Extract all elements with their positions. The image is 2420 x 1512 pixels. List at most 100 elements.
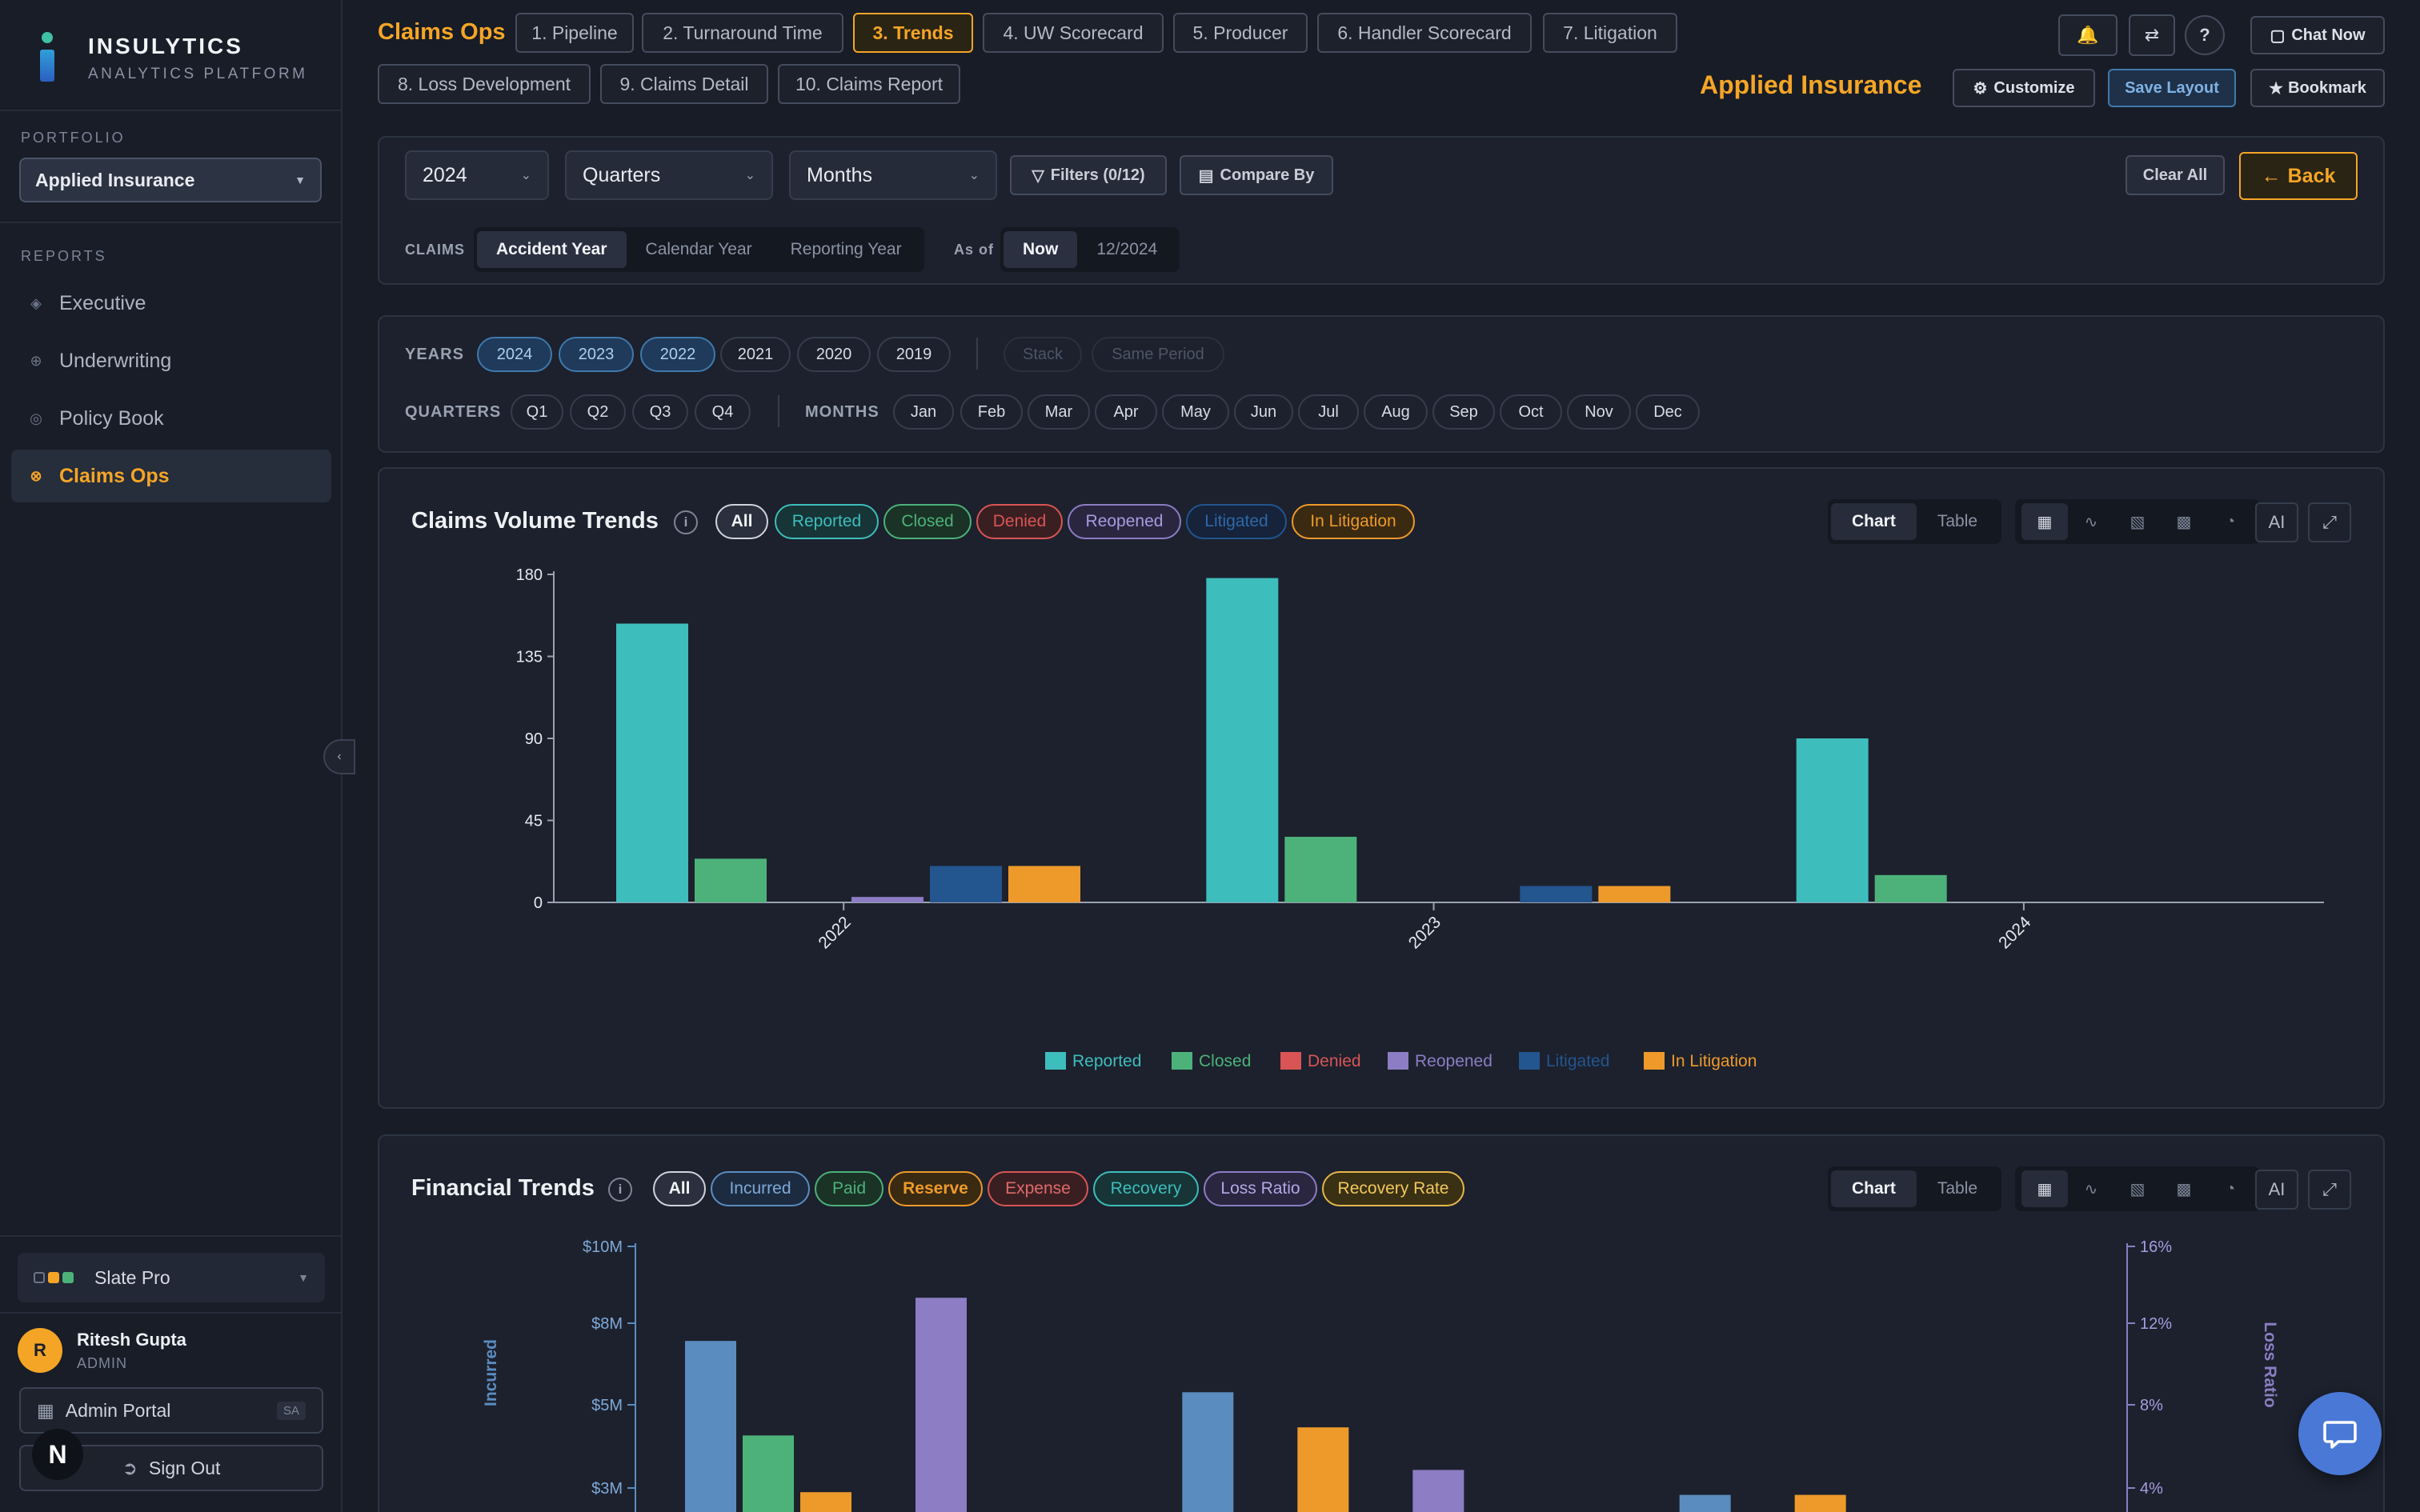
month-chip-feb[interactable]: Feb: [960, 394, 1023, 430]
tab-turnaround-time[interactable]: 2. Turnaround Time: [642, 13, 843, 53]
filter-pill-in-litigation[interactable]: In Litigation: [1292, 504, 1415, 539]
view-chart-button[interactable]: Chart: [1831, 503, 1917, 540]
ai-button[interactable]: AI: [2255, 1170, 2298, 1210]
collapse-sidebar-button[interactable]: ‹: [323, 739, 355, 774]
brand-logo[interactable]: INSULYTICS ANALYTICS PLATFORM: [35, 29, 308, 83]
tab-claims-report[interactable]: 10. Claims Report: [778, 64, 960, 104]
expand-icon[interactable]: ⤢: [2308, 1170, 2351, 1210]
chat-fab-button[interactable]: [2298, 1392, 2382, 1475]
month-chip-nov[interactable]: Nov: [1567, 394, 1631, 430]
quarter-chip-q2[interactable]: Q2: [570, 394, 626, 430]
basis-accident-year[interactable]: Accident Year: [477, 231, 627, 268]
chat-now-button[interactable]: ▢ Chat Now: [2250, 16, 2385, 54]
month-chip-sep[interactable]: Sep: [1432, 394, 1495, 430]
same-period-toggle[interactable]: Same Period: [1092, 337, 1224, 372]
year-chip-2020[interactable]: 2020: [797, 337, 871, 372]
quarter-chip-q4[interactable]: Q4: [695, 394, 751, 430]
tab-trends[interactable]: 3. Trends: [853, 13, 973, 53]
area-chart-icon[interactable]: ▩: [2176, 513, 2192, 531]
filter-pill-reserve[interactable]: Reserve: [888, 1171, 983, 1206]
tab-handler-scorecard[interactable]: 6. Handler Scorecard: [1317, 13, 1532, 53]
swap-icon[interactable]: ⇄: [2129, 14, 2175, 56]
filter-pill-denied[interactable]: Denied: [976, 504, 1063, 539]
sidebar-item-claims-ops[interactable]: ⊗ Claims Ops: [11, 450, 331, 502]
view-chart-button[interactable]: Chart: [1831, 1170, 1917, 1207]
tab-uw-scorecard[interactable]: 4. UW Scorecard: [983, 13, 1164, 53]
year-chip-2019[interactable]: 2019: [877, 337, 951, 372]
stack-toggle[interactable]: Stack: [1004, 337, 1082, 372]
tab-producer[interactable]: 5. Producer: [1173, 13, 1308, 53]
sidebar-item-executive[interactable]: ◈ Executive: [11, 277, 331, 330]
tab-litigation[interactable]: 7. Litigation: [1543, 13, 1677, 53]
month-chip-jun[interactable]: Jun: [1234, 394, 1293, 430]
view-table-button[interactable]: Table: [1937, 1179, 1978, 1198]
month-chip-mar[interactable]: Mar: [1028, 394, 1090, 430]
tab-claims-detail[interactable]: 9. Claims Detail: [600, 64, 768, 104]
month-chip-apr[interactable]: Apr: [1095, 394, 1157, 430]
filter-pill-closed[interactable]: Closed: [883, 504, 972, 539]
bar-chart-icon[interactable]: ▦: [2021, 1170, 2068, 1207]
filters-button[interactable]: ▽ Filters (0/12): [1010, 155, 1167, 195]
filter-pill-recovery[interactable]: Recovery: [1093, 1171, 1199, 1206]
granularity-dropdown[interactable]: Months ⌄: [789, 150, 997, 200]
year-dropdown[interactable]: 2024 ⌄: [405, 150, 549, 200]
info-icon[interactable]: i: [674, 510, 698, 534]
filter-pill-reopened[interactable]: Reopened: [1068, 504, 1181, 539]
user-profile[interactable]: R Ritesh Gupta ADMIN: [18, 1328, 186, 1373]
clear-all-button[interactable]: Clear All: [2126, 155, 2225, 195]
filter-pill-reported[interactable]: Reported: [775, 504, 879, 539]
tab-pipeline[interactable]: 1. Pipeline: [515, 13, 634, 53]
ai-button[interactable]: AI: [2255, 502, 2298, 542]
period-dropdown[interactable]: Quarters ⌄: [565, 150, 773, 200]
admin-portal-button[interactable]: ▦ Admin Portal SA: [19, 1387, 323, 1434]
sidebar-item-policy-book[interactable]: ◎ Policy Book: [11, 392, 331, 445]
bookmark-button[interactable]: ★ Bookmark: [2250, 69, 2385, 107]
quarter-chip-q3[interactable]: Q3: [632, 394, 688, 430]
view-table-button[interactable]: Table: [1937, 512, 1978, 530]
stacked-chart-icon[interactable]: ▧: [2130, 513, 2146, 531]
month-chip-may[interactable]: May: [1162, 394, 1229, 430]
bell-icon[interactable]: 🔔: [2058, 14, 2118, 56]
filter-pill-paid[interactable]: Paid: [815, 1171, 883, 1206]
year-chip-2022[interactable]: 2022: [640, 337, 715, 372]
filter-pill-loss-ratio[interactable]: Loss Ratio: [1204, 1171, 1317, 1206]
as-of-date[interactable]: 12/2024: [1096, 240, 1158, 258]
basis-reporting-year[interactable]: Reporting Year: [790, 240, 902, 258]
filter-pill-litigated[interactable]: Litigated: [1186, 504, 1287, 539]
month-chip-oct[interactable]: Oct: [1500, 394, 1562, 430]
bar-chart-icon[interactable]: ▦: [2021, 503, 2068, 540]
filter-pill-recovery-rate[interactable]: Recovery Rate: [1322, 1171, 1464, 1206]
pie-chart-icon[interactable]: ◔: [2225, 1179, 2236, 1198]
help-icon[interactable]: ?: [2185, 15, 2225, 55]
line-chart-icon[interactable]: ∿: [2084, 513, 2098, 531]
save-layout-button[interactable]: Save Layout: [2108, 69, 2236, 107]
theme-select[interactable]: Slate Pro ▼: [18, 1253, 325, 1302]
year-chip-2023[interactable]: 2023: [559, 337, 634, 372]
sidebar-item-underwriting[interactable]: ⊕ Underwriting: [11, 334, 331, 387]
basis-calendar-year[interactable]: Calendar Year: [645, 240, 752, 258]
pie-chart-icon[interactable]: ◔: [2225, 512, 2236, 530]
stacked-chart-icon[interactable]: ▧: [2130, 1180, 2146, 1198]
as-of-now[interactable]: Now: [1004, 231, 1078, 268]
portfolio-select[interactable]: Applied Insurance ▼: [19, 158, 322, 202]
back-button[interactable]: ← Back: [2239, 152, 2358, 200]
filter-pill-all[interactable]: All: [653, 1171, 706, 1206]
month-chip-dec[interactable]: Dec: [1636, 394, 1700, 430]
tab-loss-development[interactable]: 8. Loss Development: [378, 64, 591, 104]
area-chart-icon[interactable]: ▩: [2176, 1180, 2192, 1198]
month-chip-jan[interactable]: Jan: [893, 394, 954, 430]
month-chip-jul[interactable]: Jul: [1298, 394, 1359, 430]
filter-pill-all[interactable]: All: [715, 504, 768, 539]
filter-pill-expense[interactable]: Expense: [988, 1171, 1088, 1206]
quarter-chip-q1[interactable]: Q1: [511, 394, 563, 430]
month-chip-aug[interactable]: Aug: [1364, 394, 1428, 430]
filter-pill-incurred[interactable]: Incurred: [711, 1171, 810, 1206]
year-chip-2024[interactable]: 2024: [477, 337, 552, 372]
customize-button[interactable]: ⚙ Customize: [1953, 69, 2095, 107]
info-icon[interactable]: i: [608, 1178, 632, 1202]
expand-icon[interactable]: ⤢: [2308, 502, 2351, 542]
year-chip-2021[interactable]: 2021: [720, 337, 791, 372]
line-chart-icon[interactable]: ∿: [2084, 1180, 2098, 1198]
compare-by-button[interactable]: ▤ Compare By: [1180, 155, 1333, 195]
n-badge[interactable]: N: [32, 1429, 83, 1480]
